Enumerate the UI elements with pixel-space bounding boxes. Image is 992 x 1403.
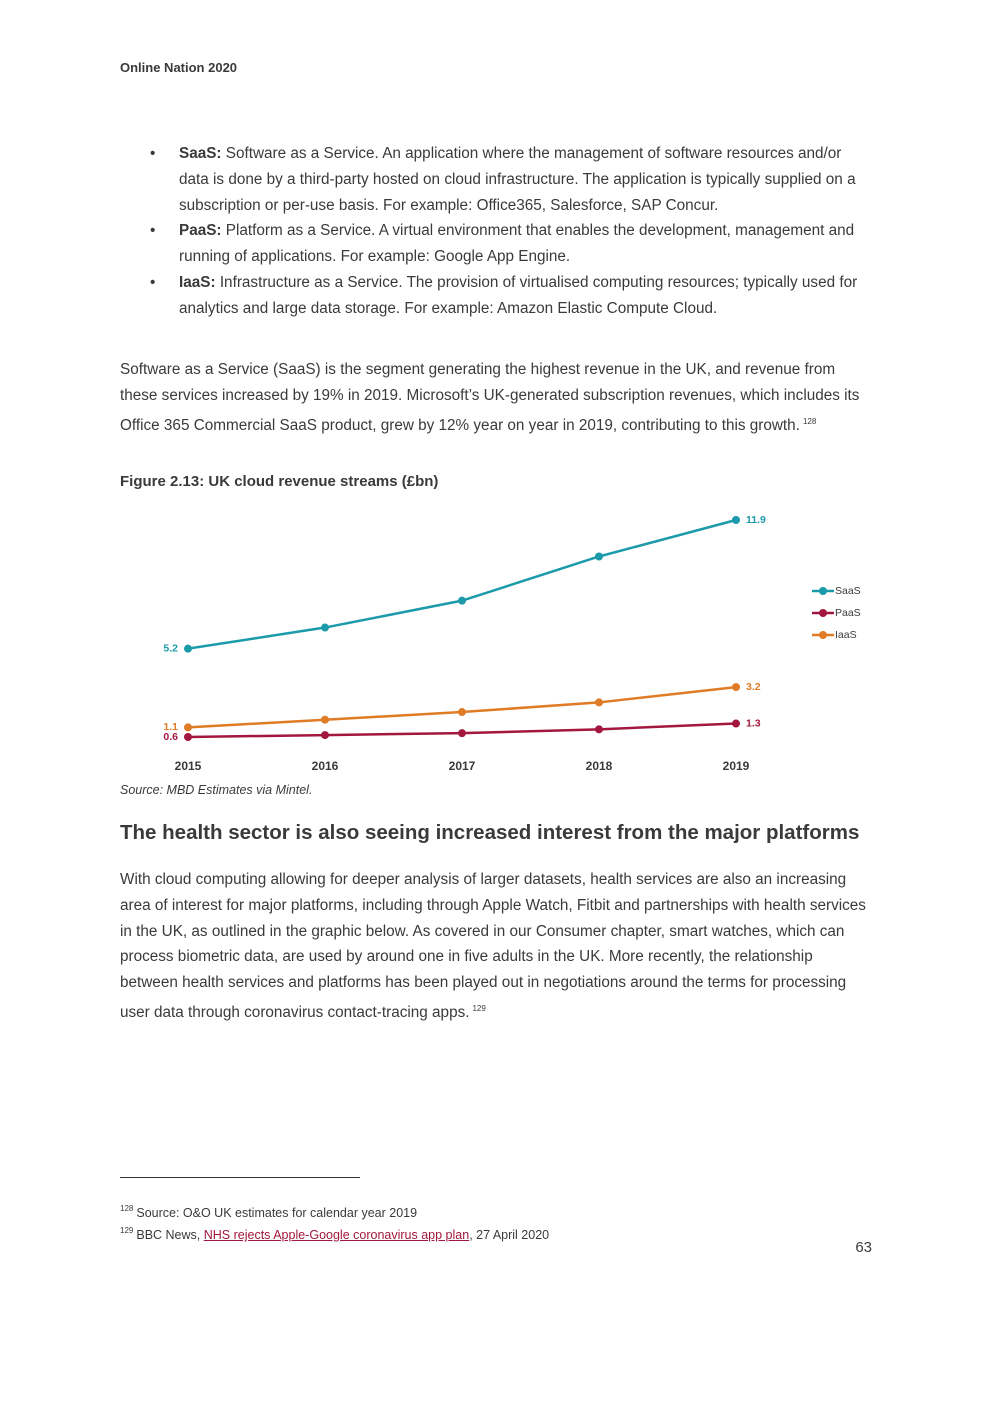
data-point (321, 715, 329, 724)
data-label: 1.1 (163, 721, 178, 733)
data-point (321, 623, 329, 632)
footnote-text: BBC News, (136, 1228, 204, 1242)
footnote-number: 129 (120, 1226, 134, 1235)
footnote: 129 BBC News, NHS rejects Apple-Google co… (120, 1222, 549, 1244)
data-point (732, 719, 740, 728)
data-label: 3.2 (746, 681, 761, 693)
data-point (732, 683, 740, 692)
data-point (321, 731, 329, 740)
footnote: 128 Source: O&O UK estimates for calendar… (120, 1200, 549, 1222)
header: Online Nation 2020 (120, 60, 238, 75)
x-tick-label: 2018 (586, 759, 613, 773)
data-point (458, 729, 466, 738)
data-point (458, 708, 466, 717)
x-tick-label: 2019 (723, 759, 750, 773)
text: Software as a Service (SaaS) is the segm… (120, 361, 860, 434)
data-point (595, 725, 603, 734)
bullet-list: • SaaS: Software as a Service. An applica… (120, 141, 875, 322)
paragraph: With cloud computing allowing for deeper… (120, 867, 872, 1026)
x-tick-label: 2016 (312, 759, 339, 773)
data-point (732, 516, 740, 524)
text: Software as a Service. An application wh… (179, 145, 856, 214)
series-line (187, 685, 737, 729)
term: PaaS: (179, 222, 222, 240)
x-tick-label: 2015 (175, 759, 202, 773)
data-label: 1.3 (746, 717, 761, 729)
page-number: 63 (855, 1239, 872, 1256)
x-tick-label: 2017 (449, 759, 476, 773)
footnote-link[interactable]: NHS rejects Apple-Google coronavirus app… (203, 1228, 470, 1242)
data-point (184, 723, 192, 732)
legend-marker (819, 587, 827, 595)
data-label: 5.2 (163, 642, 178, 654)
section-heading: The health sector is also seeing increas… (120, 821, 860, 844)
footnote-ref: 129 (472, 1003, 486, 1013)
chart: 2015 2016 2017 2018 2019 5.2 11.9 0.6 1.3 1.1 3.2 S… (163, 514, 861, 773)
paragraph: Software as a Service (SaaS) is the segm… (120, 357, 870, 438)
bullet: • SaaS: Software as a Service. An applica… (150, 145, 856, 214)
footnote-ref: 128 (802, 416, 817, 426)
data-point (184, 733, 192, 741)
legend-label: SaaS (835, 585, 861, 597)
figure-source: Source: MBD Estimates via Mintel. (120, 783, 313, 797)
legend-marker (819, 609, 827, 617)
legend-label: IaaS (835, 629, 857, 641)
text: With cloud computing allowing for deeper… (120, 871, 866, 1021)
footnote-text: , 27 April 2020 (469, 1228, 550, 1242)
footnotes: 128 Source: O&O UK estimates for calendar… (120, 1200, 549, 1244)
term: IaaS: (179, 273, 216, 291)
footnote-number: 128 (120, 1204, 134, 1213)
data-label: 0.6 (163, 731, 178, 743)
legend-marker (819, 631, 827, 639)
data-point (595, 698, 603, 707)
data-point (458, 596, 466, 605)
data-label: 11.9 (746, 514, 766, 526)
bullet: • PaaS: Platform as a Service. A virtual … (150, 222, 855, 266)
term: SaaS: (179, 145, 222, 162)
figure-title: Figure 2.13: UK cloud revenue streams (£… (120, 473, 439, 490)
legend-label: PaaS (835, 607, 861, 619)
text: Infrastructure as a Service. The provisi… (179, 273, 858, 317)
footnote-rule (120, 1177, 360, 1178)
text: Platform as a Service. A virtual environ… (179, 222, 855, 266)
data-point (184, 644, 192, 653)
series-line (187, 518, 737, 650)
bullet: • IaaS: Infrastructure as a Service. The … (150, 273, 858, 317)
footnote-text: Source: O&O UK estimates for calendar ye… (136, 1206, 418, 1220)
data-point (595, 552, 603, 561)
